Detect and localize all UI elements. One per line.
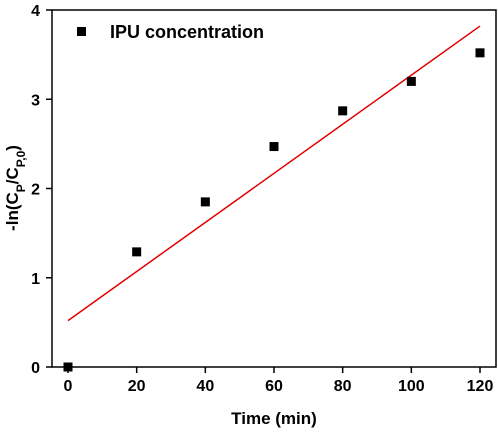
x-tick-label: 60	[265, 378, 283, 395]
x-tick-label: 40	[196, 378, 214, 395]
y-tick-label: 0	[31, 360, 40, 377]
data-point	[338, 106, 348, 116]
fit-line-layer	[67, 25, 481, 322]
linear-fit-line	[67, 25, 481, 322]
legend: IPU concentration	[77, 22, 264, 42]
legend-marker	[77, 27, 86, 36]
x-tick-label: 80	[334, 378, 352, 395]
data-point	[200, 197, 210, 207]
y-axis: 0 1 2 3 4	[31, 3, 52, 377]
data-point	[406, 76, 416, 86]
data-point	[269, 142, 279, 152]
x-tick-label: 0	[64, 378, 73, 395]
x-tick-label: 20	[128, 378, 146, 395]
y-tick-label: 4	[31, 3, 40, 20]
x-axis: 0 20 40 60 80 100 120	[64, 367, 494, 395]
x-tick-label: 120	[467, 378, 494, 395]
plot-frame	[51, 9, 497, 368]
y-tick-label: 2	[31, 182, 40, 199]
x-tick-label: 100	[398, 378, 425, 395]
legend-label: IPU concentration	[110, 22, 264, 42]
data-point	[132, 247, 142, 257]
y-tick-label: 3	[31, 92, 40, 109]
y-axis-title: -ln(CP/CP,0)	[3, 145, 28, 231]
x-axis-title: Time (min)	[231, 409, 317, 428]
data-points-layer	[63, 48, 485, 372]
data-point	[475, 48, 485, 58]
y-tick-label: 1	[31, 271, 40, 288]
